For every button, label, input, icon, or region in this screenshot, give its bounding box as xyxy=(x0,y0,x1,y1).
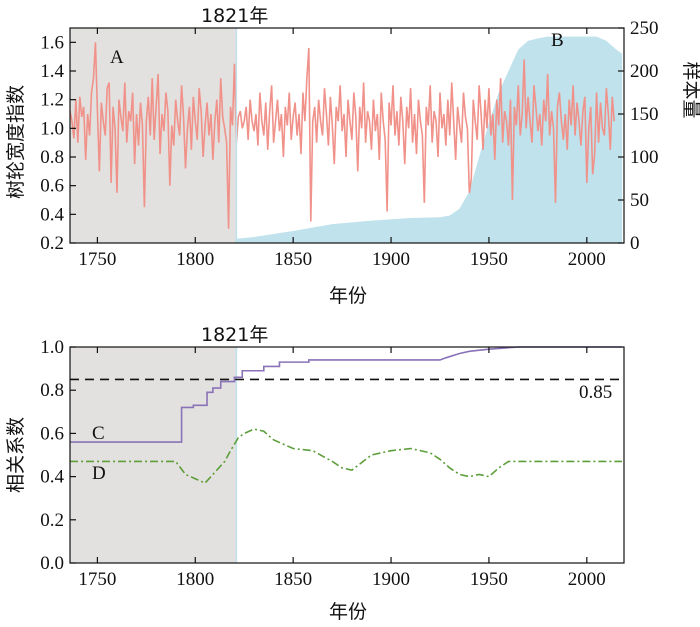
top-x-ticks: 1750 1800 1850 1900 1950 2000 xyxy=(78,28,606,270)
y-tick-label: 0.4 xyxy=(40,204,64,225)
top-index-line xyxy=(69,42,616,229)
x-tick-label: 1900 xyxy=(372,249,410,270)
top-y-ticks: 0.2 0.4 0.6 0.8 1.0 1.2 1.4 1.6 xyxy=(40,32,76,254)
top-y2-ticks: 0 50 100 150 200 250 xyxy=(618,18,659,254)
x-tick-label: 2000 xyxy=(568,569,606,590)
threshold-label: 0.85 xyxy=(579,382,612,403)
series-c-line xyxy=(70,346,623,443)
top-y-axis-title: 树轮宽度指数 xyxy=(5,85,27,199)
bottom-axes-frame xyxy=(69,346,625,564)
series-c-label: C xyxy=(92,423,105,444)
x-tick-label: 1850 xyxy=(274,569,312,590)
top-y2-axis-title: 样本量 xyxy=(680,61,700,118)
x-tick-label: 1950 xyxy=(470,249,508,270)
y2-tick-label: 250 xyxy=(630,18,659,39)
y2-tick-label: 200 xyxy=(630,61,659,82)
bottom-vline-label: 1821年 xyxy=(201,324,268,346)
bottom-panel: 1750 1800 1850 1900 1950 2000 0.0 0.2 0.4 0.6 0.8… xyxy=(5,324,625,623)
y-tick-label: 0.6 xyxy=(40,423,64,444)
x-tick-label: 1900 xyxy=(372,569,410,590)
top-panel: 1750 1800 1850 1900 1950 2000 0.20.40.60.81.0… xyxy=(5,5,700,307)
top-x-axis-title: 年份 xyxy=(329,285,367,307)
x-tick-label: 1950 xyxy=(470,569,508,590)
top-axes-frame xyxy=(69,27,625,244)
y-tick-label: 0.8 xyxy=(40,147,64,168)
y-tick-label: 1.0 xyxy=(40,337,64,358)
y2-tick-label: 50 xyxy=(630,190,649,211)
series-d-line xyxy=(70,428,623,485)
bottom-y-ticks: 0.0 0.2 0.4 0.6 0.8 1.0 xyxy=(40,337,76,574)
y-tick-label: 1.2 xyxy=(40,90,64,111)
bottom-y-axis-title: 相关系数 xyxy=(5,417,27,493)
x-tick-label: 1850 xyxy=(274,249,312,270)
region-label-a: A xyxy=(110,47,124,68)
y-tick-label: 1.0 xyxy=(40,118,64,139)
x-tick-label: 1750 xyxy=(78,249,116,270)
y-tick-label: 1.6 xyxy=(40,32,64,53)
region-label-b: B xyxy=(551,30,564,51)
bottom-x-ticks: 1750 1800 1850 1900 1950 2000 xyxy=(78,347,606,590)
bottom-shaded-period xyxy=(70,347,237,563)
y-tick-label: 0.2 xyxy=(40,233,64,254)
x-tick-label: 1800 xyxy=(176,569,214,590)
y2-tick-label: 0 xyxy=(630,233,640,254)
x-tick-label: 2000 xyxy=(568,249,606,270)
y2-tick-label: 100 xyxy=(630,147,659,168)
y-tick-label: 0.2 xyxy=(40,510,64,531)
top-vline-label: 1821年 xyxy=(201,5,268,27)
y-tick-label: 0.4 xyxy=(40,467,64,488)
x-tick-label: 1750 xyxy=(78,569,116,590)
y-tick-label: 0.0 xyxy=(40,553,64,574)
bottom-x-axis-title: 年份 xyxy=(329,601,367,623)
x-tick-label: 1800 xyxy=(176,249,214,270)
y2-tick-label: 150 xyxy=(630,104,659,125)
series-d-label: D xyxy=(92,463,106,484)
y-tick-label: 1.4 xyxy=(40,61,64,82)
y-tick-label: 0.6 xyxy=(40,176,64,197)
y-tick-label: 0.8 xyxy=(40,380,64,401)
